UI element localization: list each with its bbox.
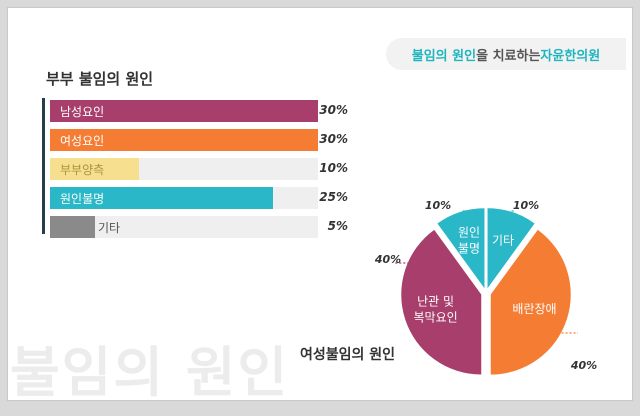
bar-label: 여성요인 xyxy=(60,134,105,148)
bar-track: 남성요인 xyxy=(50,100,318,122)
pie-callout-line xyxy=(460,210,466,218)
pie-slice xyxy=(437,208,485,289)
infographic-page: 불임의 원인 을 치료하는 자윤한의원 부부 불임의 원인 남성요인 30% 여성요… xyxy=(8,8,632,400)
pie-chart: 기타 10% 배란장애 40% 난관 및 복막요인 40% 원인 불명 10% xyxy=(374,199,597,375)
bar-value-label: 5% xyxy=(327,219,348,233)
bar xyxy=(50,216,95,238)
bar xyxy=(50,187,274,209)
bar-track: 기타 xyxy=(50,216,318,238)
badge-highlight: 불임의 원인 xyxy=(411,48,477,64)
badge-clinic-name: 자윤한의원 xyxy=(540,48,601,64)
pie-value-label: 40% xyxy=(570,359,597,372)
bar-label: 원인불명 xyxy=(60,192,105,206)
bar-label: 부부양측 xyxy=(60,163,105,177)
pie-slice xyxy=(487,208,535,289)
bar-track: 원인불명 xyxy=(50,187,318,209)
pie-slice-label: 원인 불명 xyxy=(458,226,480,256)
bar-row: 원인불명 25% xyxy=(50,187,348,209)
pie-callout-line xyxy=(394,262,412,318)
bar-track: 부부양측 xyxy=(50,158,318,180)
pie-slice-label: 기타 xyxy=(492,234,514,248)
pie-callout-line xyxy=(560,317,578,334)
pie-slice xyxy=(401,229,482,375)
bar-value-label: 30% xyxy=(319,132,348,146)
pie-slice xyxy=(490,229,571,375)
bar-row: 부부양측 10% xyxy=(50,158,348,180)
badge-text: 을 치료하는 xyxy=(476,48,541,64)
pie-callout-line xyxy=(509,210,514,218)
bar-chart-title: 부부 불임의 원인 xyxy=(46,70,154,88)
bar-label: 남성요인 xyxy=(60,105,105,119)
bar xyxy=(50,158,140,180)
bar-chart-axis-line xyxy=(42,98,45,234)
pie-value-label: 40% xyxy=(374,253,401,266)
bar-track: 여성요인 xyxy=(50,129,318,151)
header-badge: 불임의 원인 을 치료하는 자윤한의원 xyxy=(386,38,626,70)
watermark-title: 불임의 원인 xyxy=(10,341,290,400)
pie-slice-label: 난관 및 복막요인 xyxy=(414,294,458,324)
pie-slice-label: 배란장애 xyxy=(512,302,556,316)
bar-row: 남성요인 30% xyxy=(50,100,348,122)
bar-row: 기타 5% xyxy=(50,216,348,238)
pie-value-label: 10% xyxy=(425,199,451,212)
bar-value-label: 10% xyxy=(319,161,348,175)
bar-value-label: 30% xyxy=(319,103,348,117)
bar-row: 여성요인 30% xyxy=(50,129,348,151)
bar-value-label: 25% xyxy=(319,190,348,204)
pie-chart-title: 여성불임의 원인 xyxy=(300,347,396,363)
pie-value-label: 10% xyxy=(513,199,539,212)
bar xyxy=(50,129,318,151)
bar-label: 기타 xyxy=(98,221,121,235)
bar xyxy=(50,100,318,122)
